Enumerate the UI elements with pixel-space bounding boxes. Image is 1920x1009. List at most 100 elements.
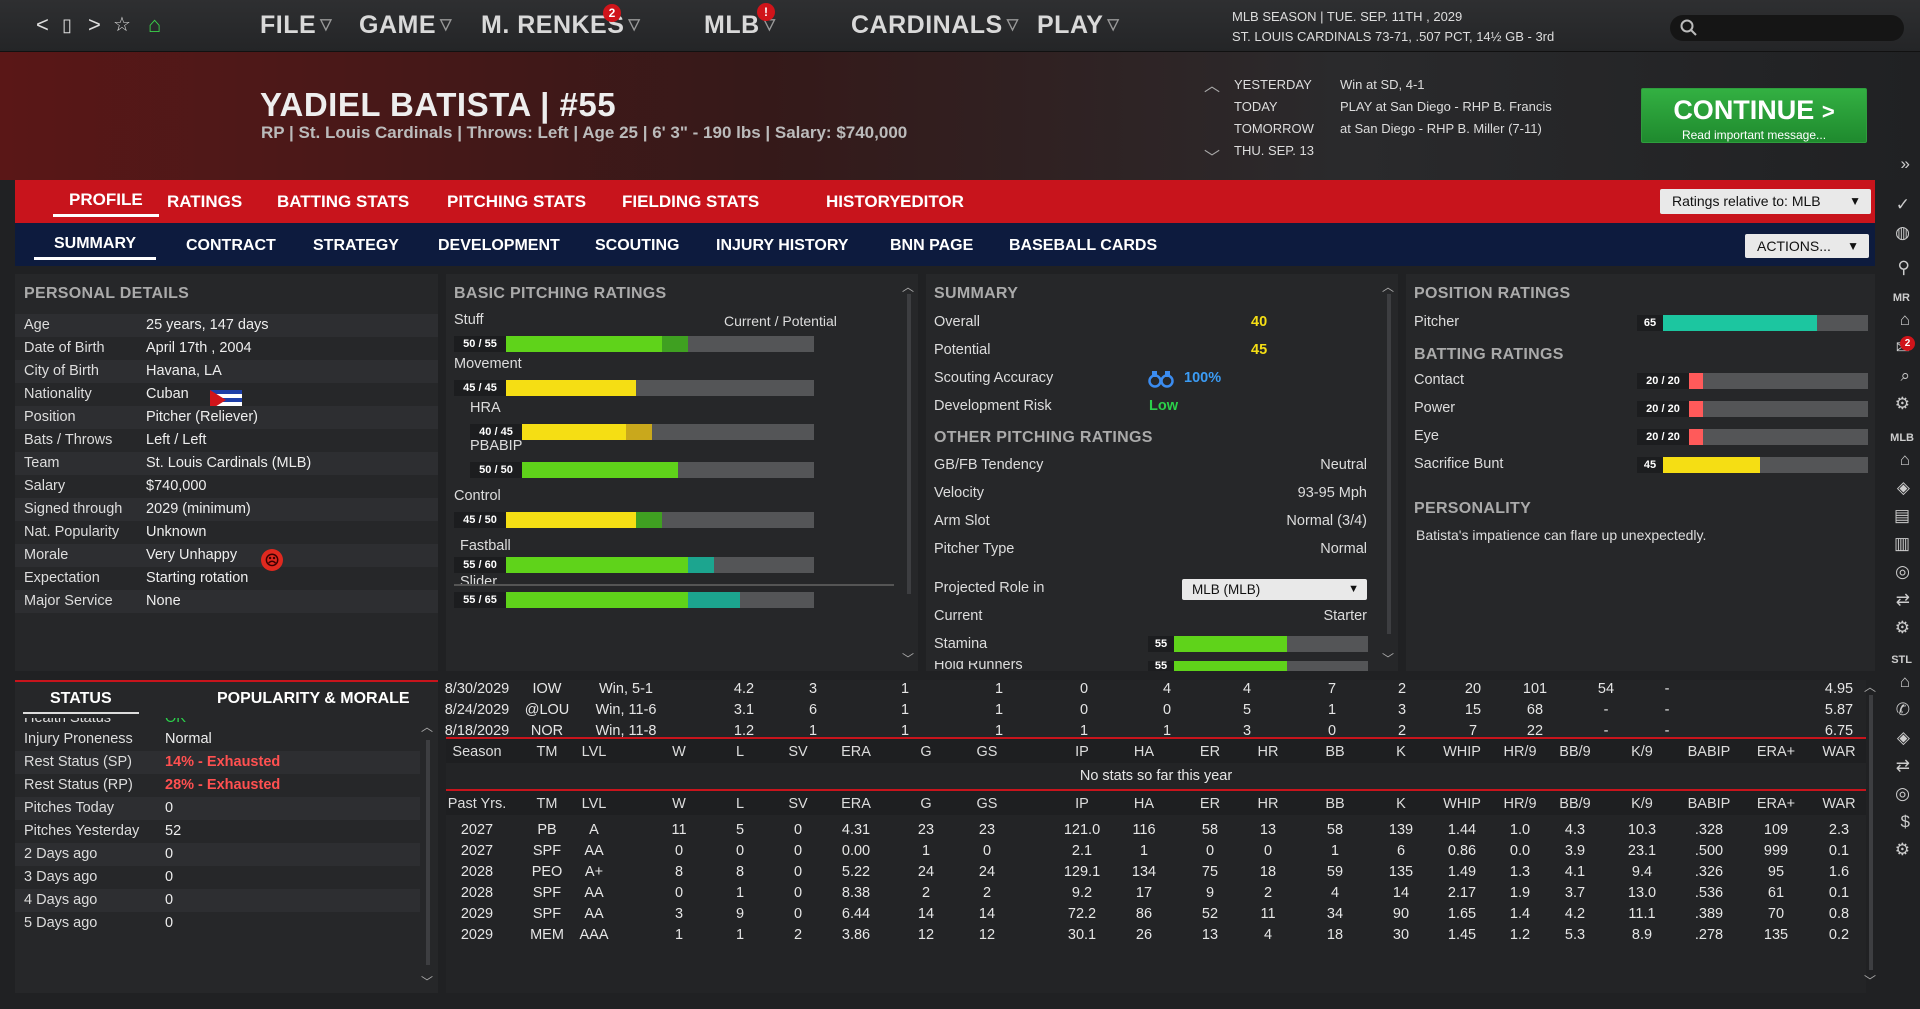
status-value: 0 bbox=[165, 869, 174, 885]
tab-baseball-cards[interactable]: BASEBALL CARDS bbox=[1009, 237, 1158, 254]
tab-profile[interactable]: PROFILE bbox=[53, 190, 159, 217]
baseball-icon[interactable]: ◎ bbox=[1895, 784, 1910, 803]
other-pitching-title: OTHER PITCHING RATINGS bbox=[934, 429, 1153, 446]
status-value: 0 bbox=[165, 915, 174, 931]
dollar-icon[interactable]: $ bbox=[1900, 812, 1910, 831]
tab-pitching-stats[interactable]: PITCHING STATS bbox=[447, 192, 587, 211]
table-cell: 23 bbox=[978, 822, 996, 838]
chevron-down-icon[interactable]: ﹀ bbox=[421, 975, 434, 989]
news-icon[interactable]: ▤ bbox=[1893, 506, 1910, 525]
home-icon[interactable]: ⌂ bbox=[1899, 672, 1910, 691]
search-input[interactable] bbox=[1670, 15, 1904, 41]
continue-button[interactable]: CONTINUE > Read important message... bbox=[1641, 88, 1867, 143]
tab-contract[interactable]: CONTRACT bbox=[186, 237, 276, 254]
gear-icon[interactable]: ⚙ bbox=[1894, 394, 1910, 413]
chart-icon[interactable]: ▥ bbox=[1893, 534, 1910, 553]
schedule-row[interactable]: YESTERDAY Win at SD, 4-1 bbox=[1234, 77, 1425, 92]
transfer-icon[interactable]: ⇄ bbox=[1895, 756, 1910, 775]
status-row: Injury Proneness Normal bbox=[15, 728, 420, 751]
star-icon[interactable]: ☆ bbox=[113, 14, 131, 36]
tab-status[interactable]: STATUS bbox=[23, 690, 139, 714]
diamond-icon[interactable]: ◈ bbox=[1896, 478, 1910, 497]
location-icon[interactable]: ⚲ bbox=[1897, 258, 1910, 277]
stats-scrollbar[interactable] bbox=[1869, 695, 1873, 970]
actions-button[interactable]: ACTIONS... ▼ bbox=[1745, 234, 1869, 258]
phone-icon[interactable]: ✆ bbox=[1895, 700, 1910, 719]
table-cell: 30.1 bbox=[1067, 927, 1097, 943]
table-cell: L bbox=[735, 744, 745, 760]
chevron-down-icon[interactable]: ﹀ bbox=[1382, 652, 1395, 666]
menu-cardinals[interactable]: CARDINALS ▽ bbox=[851, 11, 1019, 39]
tab-ratings[interactable]: RATINGS bbox=[167, 192, 243, 211]
table-cell: 0.8 bbox=[1828, 906, 1850, 922]
schedule-row[interactable]: THU. SEP. 13 bbox=[1234, 143, 1314, 158]
schedule-row[interactable]: TODAY PLAY at San Diego - RHP B. Francis bbox=[1234, 99, 1552, 114]
home-icon[interactable]: ⌂ bbox=[1899, 450, 1910, 469]
tab-strategy[interactable]: STRATEGY bbox=[313, 237, 399, 254]
table-cell: @LOU bbox=[524, 702, 570, 718]
pitching-rating-bar: 50 / 55 bbox=[454, 336, 814, 352]
tab-batting-stats[interactable]: BATTING STATS bbox=[277, 192, 410, 211]
projected-role-select[interactable]: MLB (MLB) ▼ bbox=[1182, 579, 1367, 600]
tab-editor[interactable]: EDITOR bbox=[900, 192, 964, 211]
tab-history[interactable]: HISTORY bbox=[826, 192, 901, 211]
personal-row: Nationality Cuban bbox=[15, 383, 438, 410]
chevron-down-icon[interactable]: ﹀ bbox=[902, 652, 915, 666]
tab-fielding-stats[interactable]: FIELDING STATS bbox=[622, 192, 760, 211]
menu-game[interactable]: GAME ▽ bbox=[359, 11, 453, 39]
personal-details-title: PERSONAL DETAILS bbox=[24, 285, 190, 302]
double-chevron-icon[interactable]: » bbox=[1900, 154, 1910, 173]
chevron-up-icon[interactable]: ︿ bbox=[421, 720, 434, 734]
menu-mlb[interactable]: MLB ▽ bbox=[704, 11, 776, 39]
tab-popularity-morale[interactable]: POPULARITY & MORALE bbox=[217, 690, 410, 707]
table-cell: 1 bbox=[1330, 843, 1340, 859]
table-cell: 3 bbox=[808, 681, 818, 697]
home-icon[interactable]: ⌂ bbox=[1899, 310, 1910, 329]
status-scrollbar[interactable] bbox=[426, 740, 430, 965]
batting-rating-value: 20 / 20 bbox=[1637, 429, 1689, 445]
tab-scouting[interactable]: SCOUTING bbox=[595, 237, 680, 254]
manager-badge: 2 bbox=[603, 4, 621, 22]
schedule-row[interactable]: TOMORROW at San Diego - RHP B. Miller (7-… bbox=[1234, 121, 1542, 136]
baseball-icon[interactable]: ◎ bbox=[1895, 562, 1910, 581]
schedule-down-icon[interactable]: ﹀ bbox=[1204, 150, 1221, 167]
table-cell: 1.3 bbox=[1509, 864, 1531, 880]
table-cell: 0 bbox=[1327, 723, 1337, 739]
tab-injury-history[interactable]: INJURY HISTORY bbox=[716, 237, 849, 254]
schedule-up-icon[interactable]: ︿ bbox=[1204, 78, 1221, 95]
forward-icon[interactable]: > bbox=[88, 12, 101, 37]
back-icon[interactable]: < bbox=[36, 12, 49, 37]
gear-icon[interactable]: ⚙ bbox=[1894, 840, 1910, 859]
table-cell: 134 bbox=[1131, 864, 1157, 880]
check-icon[interactable]: ✓ bbox=[1895, 195, 1910, 214]
chevron-up-icon[interactable]: ︿ bbox=[1864, 680, 1877, 694]
globe-icon[interactable]: ◍ bbox=[1895, 223, 1910, 242]
tab-summary[interactable]: SUMMARY bbox=[34, 235, 157, 260]
table-cell: 0 bbox=[1079, 702, 1089, 718]
home-icon[interactable]: ⌂ bbox=[148, 12, 162, 37]
table-cell: BB bbox=[1325, 796, 1345, 812]
table-cell: 1 bbox=[900, 702, 910, 718]
menu-manager[interactable]: M. RENKES ▽ bbox=[481, 11, 641, 39]
transfer-icon[interactable]: ⇄ bbox=[1895, 590, 1910, 609]
continue-sub: Read important message... bbox=[1681, 128, 1827, 142]
summary-scrollbar[interactable] bbox=[1387, 294, 1391, 634]
table-cell: 3.9 bbox=[1564, 843, 1586, 859]
ratings-relative-select[interactable]: Ratings relative to: MLB ▼ bbox=[1660, 189, 1871, 214]
gear-icon[interactable]: ⚙ bbox=[1894, 618, 1910, 637]
tab-development[interactable]: DEVELOPMENT bbox=[438, 237, 560, 254]
menu-file[interactable]: FILE ▽ bbox=[260, 11, 333, 39]
batting-rating-value: 20 / 20 bbox=[1637, 373, 1689, 389]
search-icon[interactable]: ⌕ bbox=[1900, 366, 1910, 385]
window-icon[interactable]: ▯ bbox=[62, 15, 72, 35]
chevron-down-icon[interactable]: ﹀ bbox=[1864, 974, 1877, 988]
table-cell: 54 bbox=[1597, 681, 1615, 697]
chevron-up-icon[interactable]: ︿ bbox=[902, 280, 915, 294]
table-cell: 1.44 bbox=[1447, 822, 1477, 838]
menu-play[interactable]: PLAY ▽ bbox=[1037, 11, 1120, 39]
diamond-icon[interactable]: ◈ bbox=[1896, 728, 1910, 747]
tab-bnn-page[interactable]: BNN PAGE bbox=[890, 237, 974, 254]
chevron-up-icon[interactable]: ︿ bbox=[1382, 280, 1395, 294]
personal-value: Cuban bbox=[146, 386, 189, 402]
pitching-scrollbar[interactable] bbox=[907, 294, 911, 594]
